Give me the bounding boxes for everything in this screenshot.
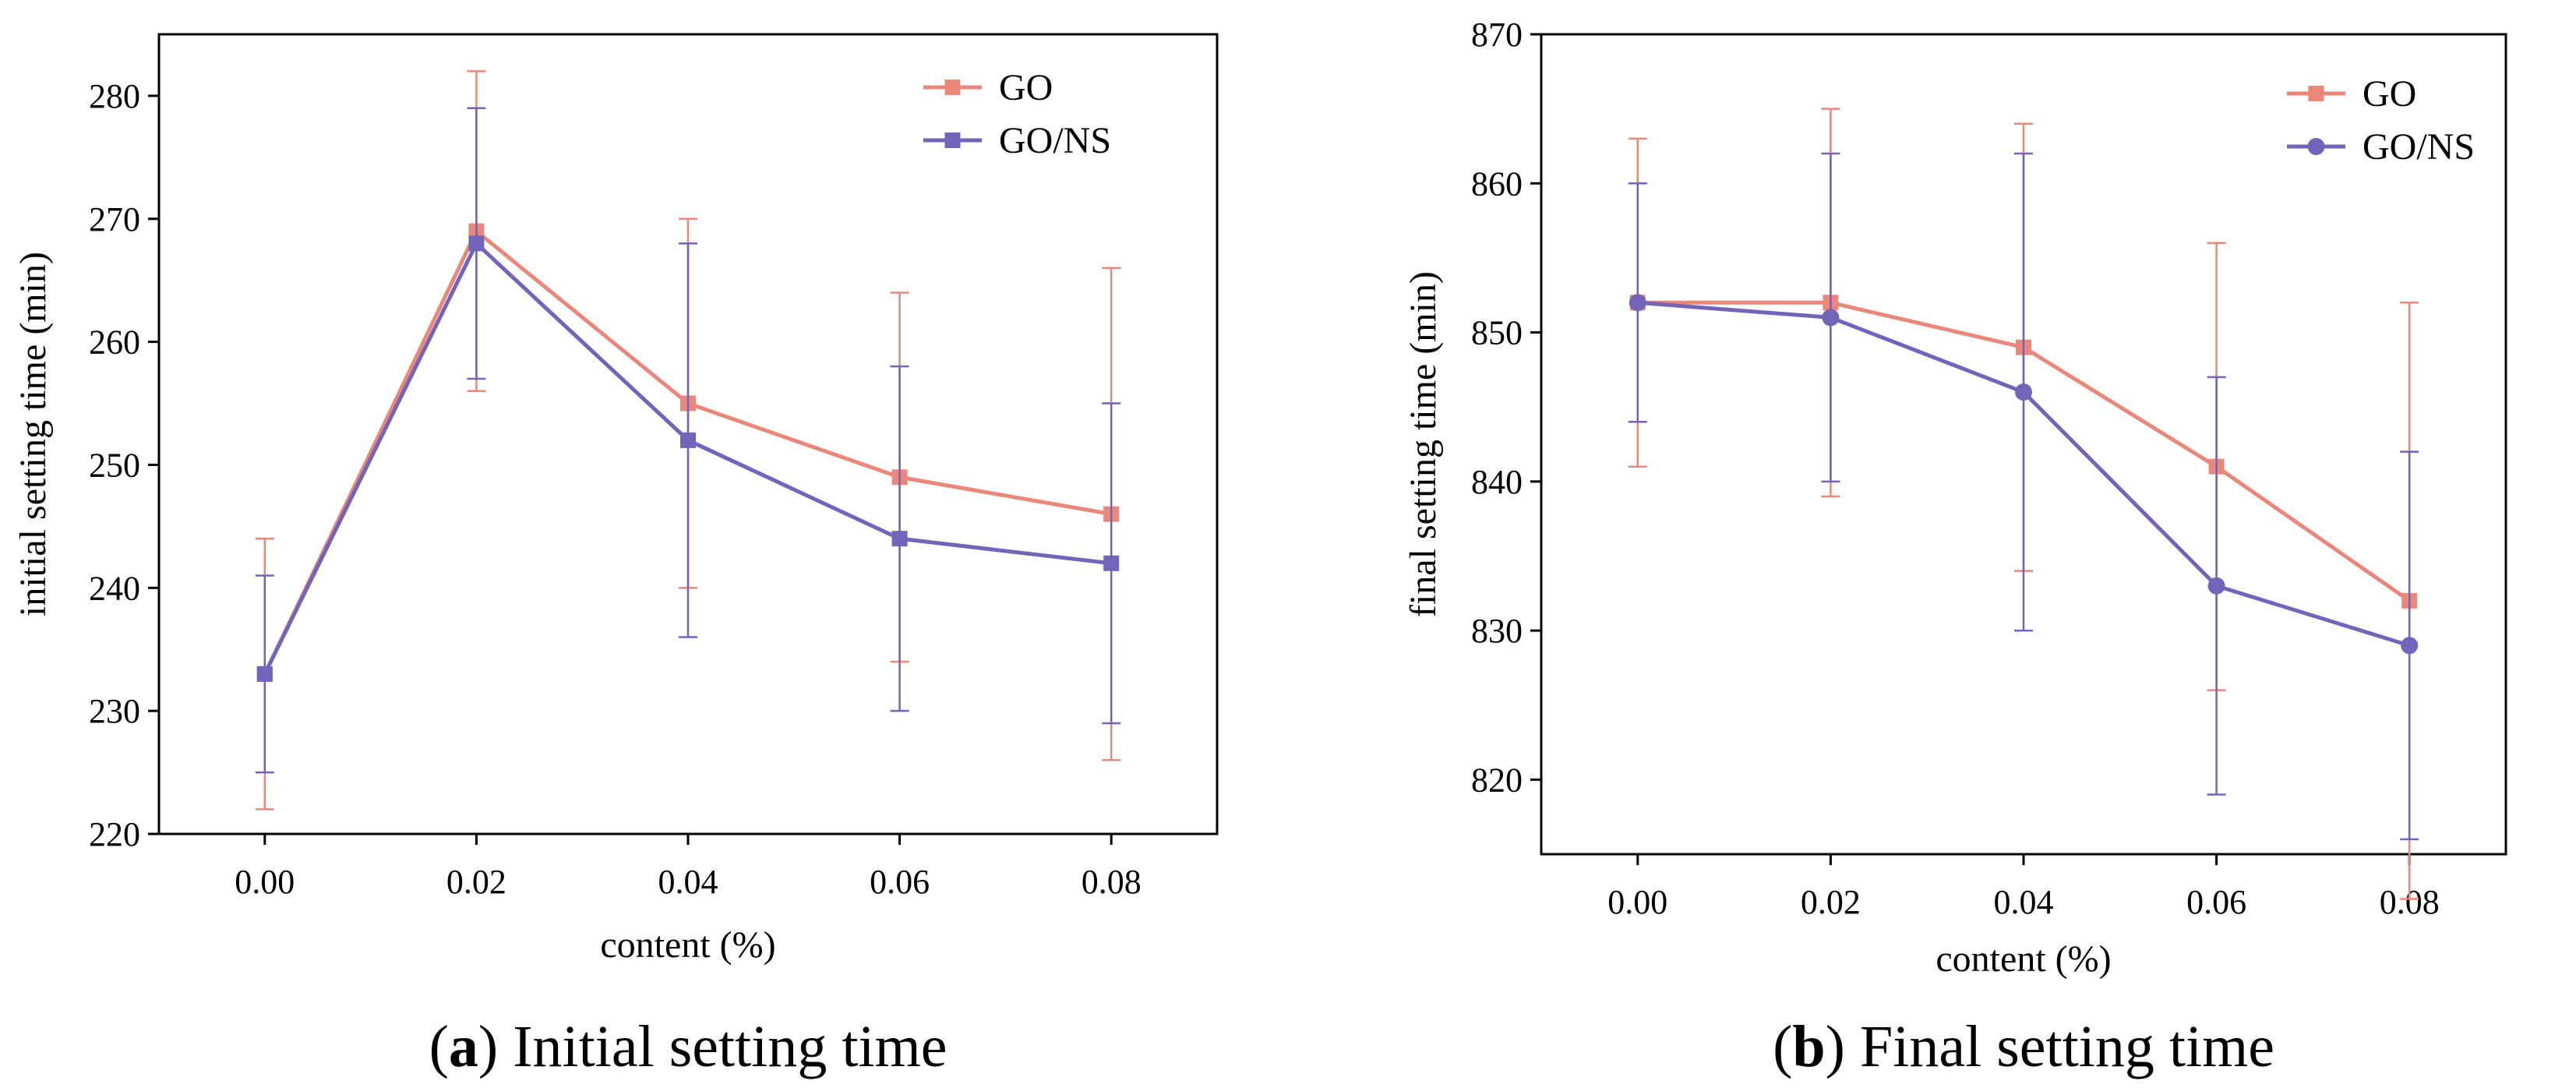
x-axis-title: content (%) bbox=[1936, 938, 2111, 980]
panel-caption: (a) Initial setting time bbox=[429, 1014, 947, 1079]
y-axis-title: initial setting time (min) bbox=[12, 252, 54, 616]
panel-caption: (b) Final setting time bbox=[1773, 1014, 2274, 1079]
data-point bbox=[2207, 577, 2225, 595]
series-go-ns bbox=[1628, 152, 2419, 841]
data-point bbox=[2401, 637, 2419, 655]
caption-open-paren: ( bbox=[429, 1014, 449, 1079]
panel-a-initial-setting-time: 220 230 240 250 260 270 280 0.00 0.02 0.04 0.06 0.0… bbox=[12, 33, 1219, 1079]
x-tick-label: 0.08 bbox=[1082, 863, 1142, 901]
legend-label: GO bbox=[999, 67, 1053, 108]
y-tick-label: 820 bbox=[1471, 761, 1523, 799]
y-tick-label: 870 bbox=[1471, 16, 1523, 54]
y-tick-label: 240 bbox=[89, 569, 140, 607]
x-tick-label: 0.00 bbox=[235, 863, 295, 901]
x-tick-label: 0.04 bbox=[658, 863, 718, 901]
legend-label: GO/NS bbox=[999, 120, 1111, 161]
x-tick-label: 0.00 bbox=[1607, 883, 1667, 921]
legend-label: GO/NS bbox=[2363, 126, 2475, 168]
caption-letter: a bbox=[449, 1014, 478, 1079]
y-tick-label: 850 bbox=[1471, 314, 1523, 352]
y-tick-label: 840 bbox=[1471, 463, 1523, 501]
legend-marker bbox=[2307, 138, 2325, 155]
y-tick-label: 860 bbox=[1471, 164, 1523, 203]
data-point bbox=[1822, 309, 1840, 327]
y-tick-label: 250 bbox=[89, 446, 140, 484]
caption-open-paren: ( bbox=[1773, 1014, 1792, 1079]
data-point bbox=[468, 235, 485, 252]
data-point bbox=[1103, 555, 1120, 571]
caption-letter: b bbox=[1792, 1014, 1825, 1079]
caption-text: Initial setting time bbox=[498, 1014, 947, 1079]
y-tick-label: 230 bbox=[89, 692, 140, 730]
caption-text: Final setting time bbox=[1845, 1014, 2274, 1079]
legend-marker bbox=[944, 79, 961, 95]
caption-close-paren: ) bbox=[478, 1014, 498, 1079]
x-tick-label: 0.06 bbox=[2186, 883, 2246, 921]
data-point bbox=[2015, 383, 2032, 401]
y-tick-label: 220 bbox=[89, 815, 140, 853]
legend-marker bbox=[944, 132, 961, 148]
data-point bbox=[680, 432, 696, 448]
x-tick-label: 0.02 bbox=[446, 863, 506, 901]
data-point bbox=[256, 666, 273, 682]
x-tick-label: 0.04 bbox=[1994, 883, 2054, 921]
y-tick-label: 830 bbox=[1471, 612, 1523, 650]
data-point bbox=[1629, 294, 1646, 312]
series-go-ns bbox=[255, 107, 1121, 774]
y-tick-label: 260 bbox=[89, 323, 140, 362]
legend-marker bbox=[2308, 86, 2324, 101]
y-axis-title: final setting time (min) bbox=[1403, 271, 1444, 617]
caption-close-paren: ) bbox=[1826, 1014, 1845, 1079]
x-axis-title: content (%) bbox=[600, 924, 775, 966]
x-tick-label: 0.02 bbox=[1801, 883, 1861, 921]
x-tick-label: 0.06 bbox=[870, 863, 930, 901]
y-tick-label: 280 bbox=[89, 77, 140, 115]
data-point bbox=[891, 531, 908, 547]
y-tick-label: 270 bbox=[89, 200, 140, 238]
legend-label: GO bbox=[2363, 73, 2416, 115]
